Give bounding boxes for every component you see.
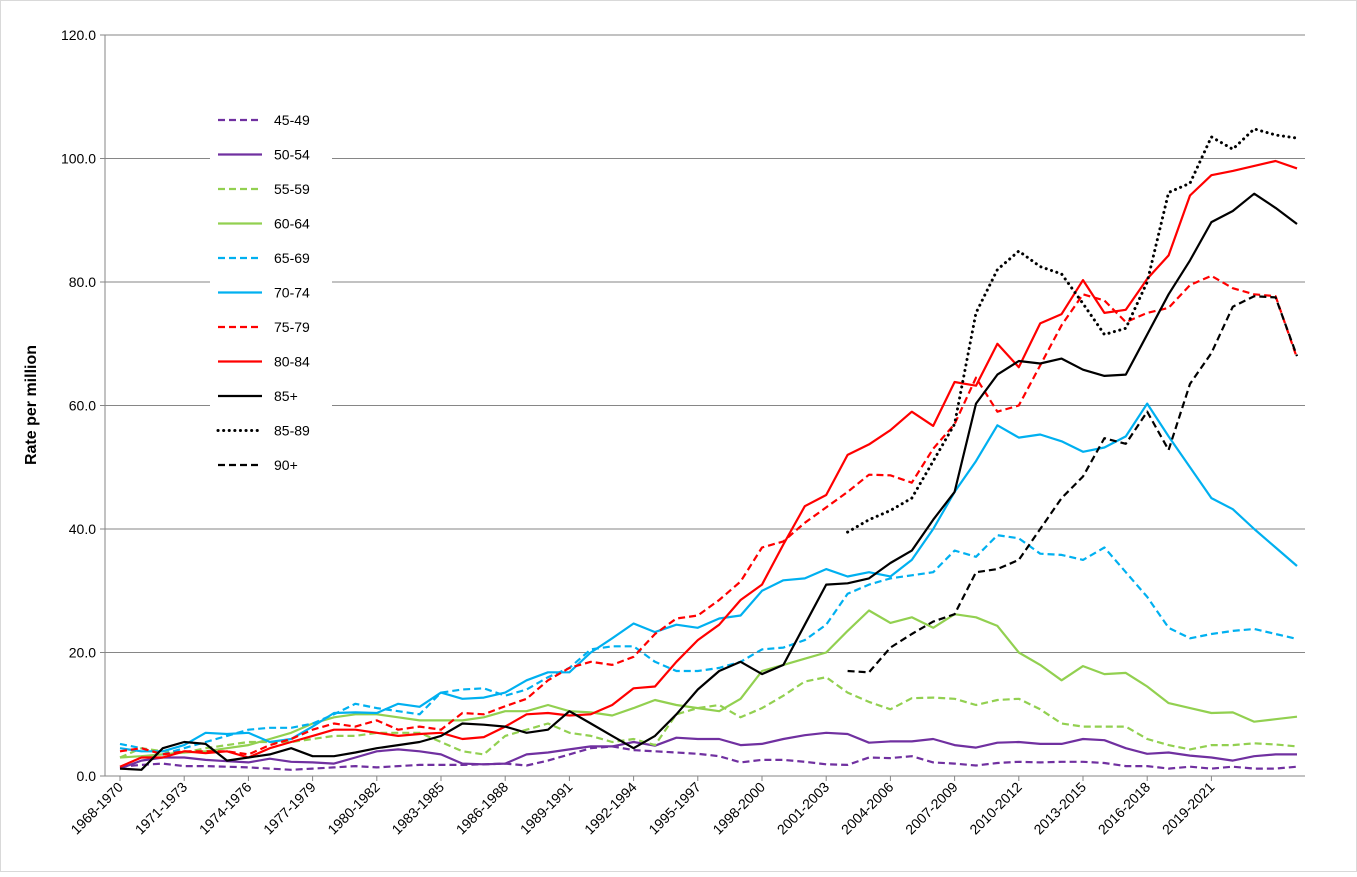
- legend-label: 85-89: [274, 423, 310, 439]
- y-tick-label: 60.0: [69, 398, 96, 414]
- series-line: [119, 192, 1298, 771]
- y-tick-label: 40.0: [69, 521, 96, 537]
- legend-label: 75-79: [274, 319, 310, 335]
- series-line: [119, 731, 1297, 770]
- series-line: [119, 402, 1298, 753]
- legend-label: 45-49: [274, 112, 310, 128]
- y-tick-label: 100.0: [61, 151, 96, 167]
- series-line: [119, 274, 1299, 756]
- y-tick-label: 0.0: [77, 768, 97, 784]
- legend-background: [210, 104, 332, 490]
- legend-label: 85+: [274, 388, 298, 404]
- series-line: [847, 295, 1299, 674]
- legend-label: 50-54: [274, 147, 310, 163]
- y-tick-label: 80.0: [69, 274, 96, 290]
- series-line: [119, 534, 1298, 756]
- series-line: [119, 159, 1298, 768]
- legend-label: 80-84: [274, 354, 310, 370]
- legend-label: 55-59: [274, 181, 310, 197]
- y-tick-label: 20.0: [69, 645, 96, 661]
- legend-label: 65-69: [274, 250, 310, 266]
- legend-label: 60-64: [274, 216, 310, 232]
- series-line: [119, 676, 1298, 759]
- legend-label: 70-74: [274, 285, 310, 301]
- series-line: [846, 127, 1299, 534]
- y-axis-label: Rate per million: [23, 345, 40, 465]
- legend: 45-49 50-54 55-59 60-64 65-69 70-74 75-79 80-84…: [210, 104, 332, 490]
- legend-label: 90+: [274, 457, 298, 473]
- y-tick-label: 120.0: [61, 27, 96, 43]
